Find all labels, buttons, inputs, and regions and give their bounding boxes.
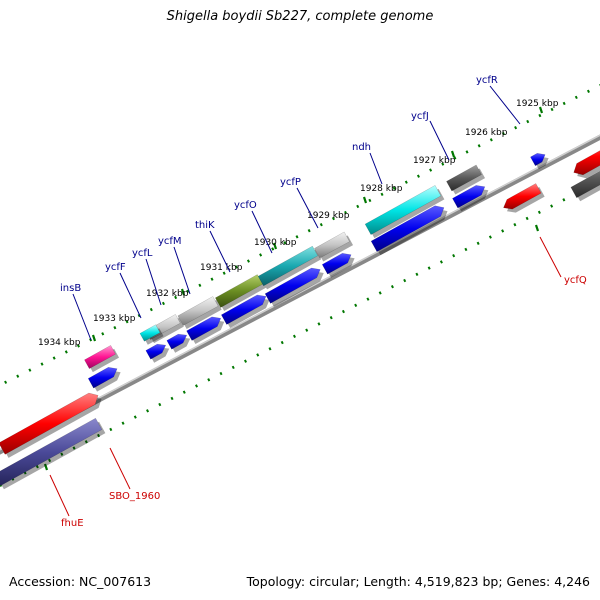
gene-leader-line — [109, 447, 131, 490]
gene-leader-line — [145, 258, 162, 306]
gene-leader-line — [72, 293, 92, 341]
accession-label: Accession: NC_007613 — [9, 574, 152, 589]
cds-ycfL — [166, 333, 191, 353]
cds-ycfM — [186, 316, 225, 345]
feature-insB — [84, 345, 120, 373]
cds-ycfJ — [452, 185, 489, 212]
genome-summary: Topology: circular; Length: 4,519,823 bp… — [246, 574, 590, 589]
upper-tick-track — [4, 84, 600, 384]
gene-leader-line — [173, 246, 191, 295]
gene-leader-line — [49, 474, 70, 517]
tick-label: 1930 kbp — [254, 238, 297, 248]
feature-fhuE — [0, 417, 106, 490]
gene-label-ycfR: ycfR — [476, 75, 498, 86]
feature-SBO_1960 — [0, 392, 102, 458]
feature-right-dark — [570, 170, 600, 202]
tick-label: 1928 kbp — [360, 184, 403, 194]
gene-leader-line — [209, 230, 231, 273]
feature-ycfJ — [446, 164, 486, 195]
gene-label-ycfQ: ycfQ — [564, 275, 587, 286]
cds-thiK — [221, 294, 270, 328]
cds-ycfP — [321, 253, 355, 278]
gene-leader-line — [296, 187, 319, 229]
gene-label-SBO_1960: SBO_1960 — [109, 491, 160, 502]
tick-label: 1933 kbp — [93, 314, 136, 324]
tick-label: 1932 kbp — [146, 289, 189, 299]
gene-leader-line — [489, 85, 521, 125]
gene-leader-line — [539, 236, 562, 278]
cds-insB — [87, 367, 121, 392]
tick-label: 1925 kbp — [516, 99, 559, 109]
gene-label-ycfJ: ycfJ — [411, 111, 429, 122]
feature-ycfP — [314, 231, 354, 262]
gene-label-ndh: ndh — [352, 142, 371, 153]
feature-right-red — [573, 150, 600, 179]
map-title: Shigella boydii Sb227, complete genome — [166, 9, 434, 24]
feature-ycfQ — [503, 183, 545, 213]
tick-label: 1929 kbp — [307, 211, 350, 221]
gene-label-ycfM: ycfM — [158, 236, 182, 247]
tick-label: 1927 kbp — [413, 156, 456, 166]
feature-ycfO — [257, 245, 322, 290]
gene-label-ycfP: ycfP — [280, 177, 301, 188]
cds-ycfO — [264, 267, 324, 307]
cds-ndh — [370, 205, 448, 256]
gene-leader-line — [369, 152, 383, 185]
cds-ycfF — [145, 343, 170, 363]
gene-label-thiK: thiK — [195, 220, 215, 231]
gene-label-insB: insB — [60, 283, 81, 294]
feature-ycfM — [177, 296, 222, 330]
gene-label-ycfF: ycfF — [105, 262, 126, 273]
gene-label-ycfO: ycfO — [234, 200, 257, 211]
gene-label-ycfL: ycfL — [132, 248, 153, 259]
gene-leader-line — [429, 120, 450, 161]
feature-ndh — [364, 185, 445, 239]
gene-leader-line — [251, 210, 273, 254]
tick-label: 1926 kbp — [465, 128, 508, 138]
tick-label: 1934 kbp — [38, 338, 81, 348]
tick-label: 1931 kbp — [200, 263, 243, 273]
gene-label-fhuE: fhuE — [61, 518, 84, 529]
feature-ycfF — [139, 324, 164, 345]
gene-leader-line — [119, 272, 142, 319]
cds-ycfR — [530, 153, 549, 170]
